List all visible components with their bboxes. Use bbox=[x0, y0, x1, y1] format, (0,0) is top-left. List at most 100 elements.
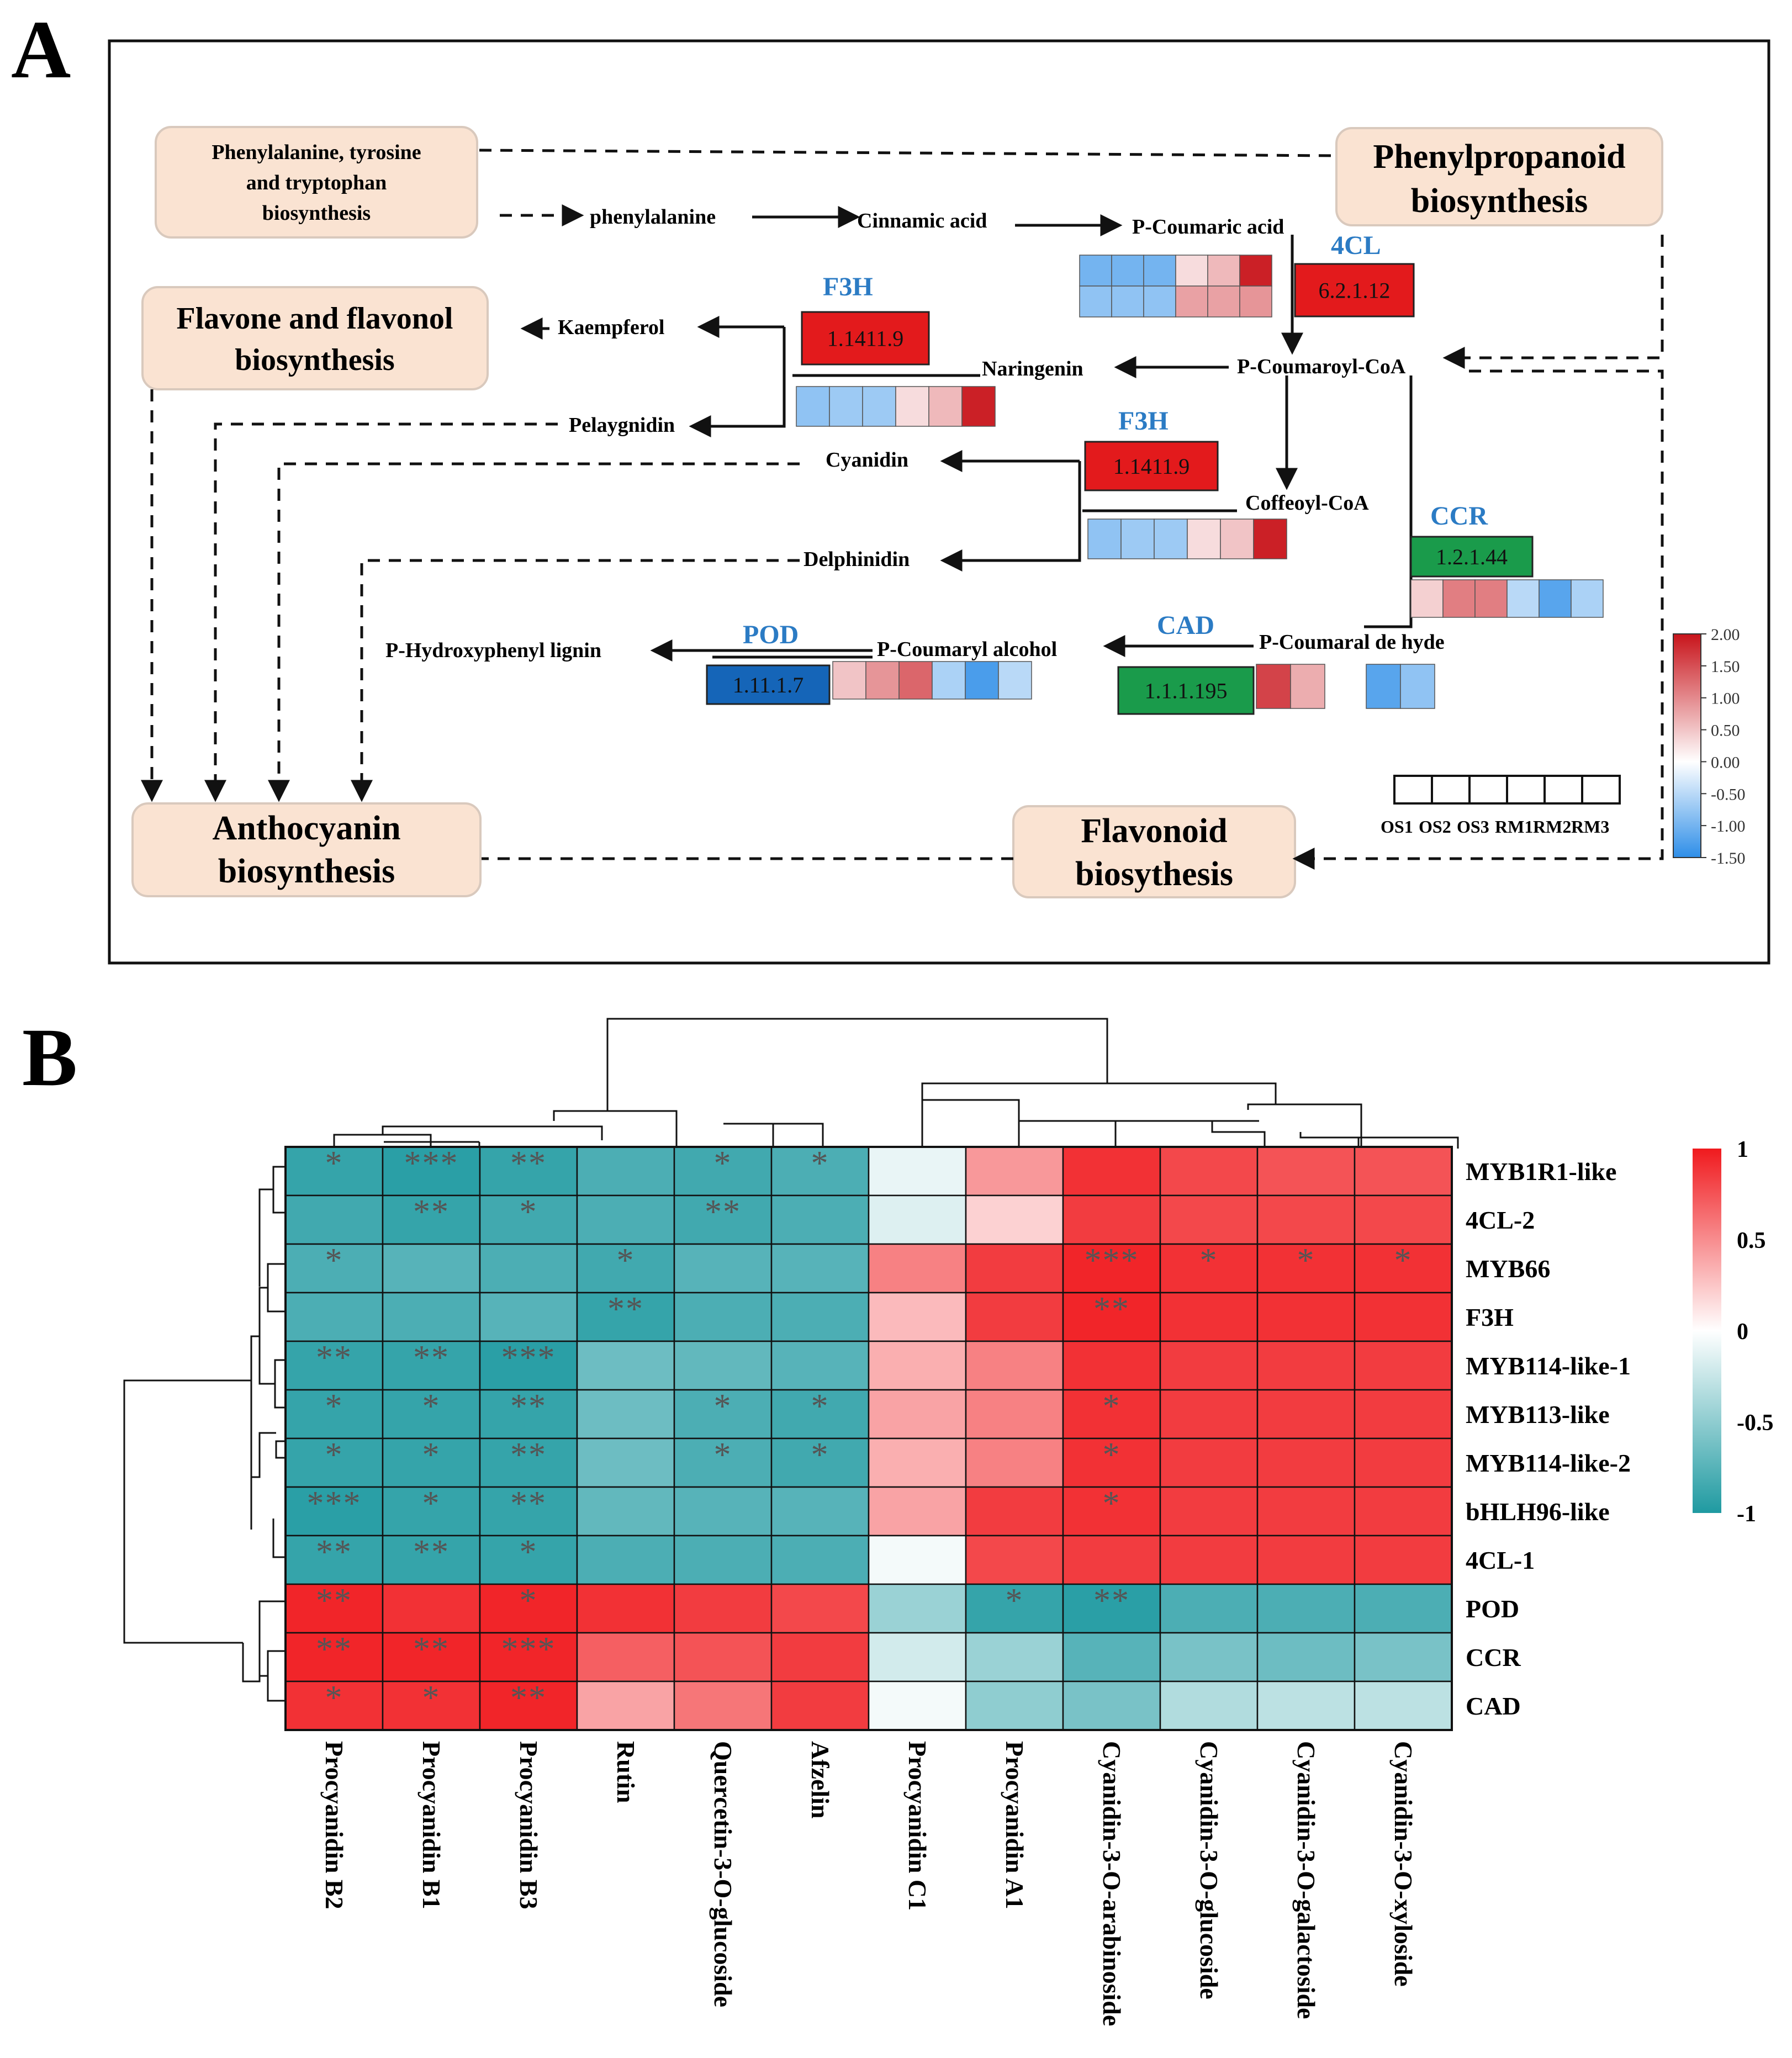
enzyme-name: F3H bbox=[1118, 406, 1169, 436]
expression-cell bbox=[1253, 519, 1287, 559]
heatmap-cell bbox=[1159, 1680, 1259, 1731]
expression-cell bbox=[1366, 664, 1401, 709]
sample-label: RM3 bbox=[1571, 817, 1609, 837]
heatmap-cell bbox=[576, 1535, 675, 1585]
box-flavone-flavonol: Flavone and flavonol biosynthesis bbox=[141, 286, 489, 390]
sample-box bbox=[1543, 775, 1583, 805]
significance-mark: ** bbox=[413, 1631, 450, 1668]
heatmap-cell bbox=[576, 1486, 675, 1537]
heatmap-cell bbox=[673, 1632, 773, 1683]
heatmap-cell bbox=[673, 1340, 773, 1391]
expression-cell bbox=[1571, 579, 1604, 618]
heatmap-cell bbox=[382, 1340, 481, 1391]
row-label: bHLH96-like bbox=[1466, 1498, 1610, 1526]
heatmap-cell bbox=[965, 1437, 1064, 1488]
significance-mark: * bbox=[520, 1193, 538, 1231]
heatmap-cell bbox=[1159, 1389, 1259, 1440]
heatmap-cell bbox=[673, 1194, 773, 1245]
significance-mark: * bbox=[422, 1436, 441, 1474]
label-p-coumaric-acid: P-Coumaric acid bbox=[1132, 215, 1284, 239]
enzyme-name: CAD bbox=[1157, 611, 1214, 640]
expression-cell bbox=[1154, 519, 1188, 559]
expression-cell bbox=[832, 661, 866, 700]
heatmap-cell bbox=[770, 1243, 870, 1294]
heatmap-cell bbox=[1354, 1146, 1453, 1197]
heatmap-cell bbox=[479, 1292, 578, 1342]
colorbar-a-tick: -1.50 bbox=[1711, 849, 1746, 867]
panel-a: A Phenylalanine, tyrosine and tryptophan… bbox=[11, 4, 1770, 965]
column-label: Procyanidin B2 bbox=[320, 1741, 348, 1909]
sample-label: OS1 bbox=[1381, 817, 1413, 837]
heatmap-cell bbox=[1159, 1194, 1259, 1245]
significance-mark: *** bbox=[307, 1485, 362, 1522]
heatmap-cell bbox=[673, 1535, 773, 1585]
colorbar-b-tick: 0 bbox=[1737, 1319, 1748, 1345]
panel-a-colorbar: 2.00 1.50 1.00 0.50 0.00 -0.50 -1.00 -1.50 bbox=[1673, 626, 1746, 867]
heatmap-cell bbox=[965, 1340, 1064, 1391]
panel-b: B bbox=[22, 1012, 1774, 2026]
label-kaempferol: Kaempferol bbox=[558, 316, 664, 339]
box-flavone-line1: Flavone and flavonol bbox=[177, 301, 453, 336]
ec-box bbox=[1294, 263, 1415, 318]
heatmap-cell bbox=[965, 1194, 1064, 1245]
enzyme-name: 4CL bbox=[1331, 231, 1381, 260]
colorbar-a-tick: 1.50 bbox=[1711, 658, 1740, 676]
heatmap-cell bbox=[673, 1680, 773, 1731]
box-flavonoid: Flavonoid biosythesis bbox=[1012, 805, 1296, 898]
heatmap-cell bbox=[284, 1146, 384, 1197]
significance-mark: ** bbox=[510, 1485, 547, 1522]
heatmap-cell bbox=[1354, 1340, 1453, 1391]
expression-cell bbox=[1239, 285, 1272, 318]
heatmap-cell bbox=[1062, 1486, 1161, 1537]
heatmap-cell bbox=[1256, 1632, 1356, 1683]
expression-cell bbox=[1111, 285, 1144, 318]
heatmap-cell bbox=[1256, 1243, 1356, 1294]
significance-mark: *** bbox=[501, 1339, 556, 1377]
expression-cell bbox=[829, 386, 863, 427]
panel-b-colorbar: 1 0.5 0 -0.5 -1 bbox=[1693, 1137, 1774, 1527]
column-label: Afzelin bbox=[806, 1741, 834, 1819]
expression-cell bbox=[961, 386, 996, 427]
row-label: 4CL-1 bbox=[1466, 1546, 1535, 1574]
heatmap-cell bbox=[284, 1292, 384, 1342]
row-label: POD bbox=[1466, 1595, 1519, 1623]
significance-mark: * bbox=[1394, 1242, 1413, 1279]
label-naringenin: Naringenin bbox=[982, 357, 1083, 380]
heatmap-cell bbox=[770, 1535, 870, 1585]
ec-number: 1.1411.9 bbox=[1113, 454, 1190, 479]
heatmap-cell bbox=[770, 1486, 870, 1537]
sample-box bbox=[1431, 775, 1471, 805]
row-label: MYB114-like-1 bbox=[1466, 1352, 1631, 1380]
significance-mark: * bbox=[1103, 1436, 1121, 1474]
column-label: Rutin bbox=[612, 1741, 640, 1803]
expression-cell bbox=[895, 386, 929, 427]
expression-cell bbox=[898, 661, 933, 700]
box-phenylpropanoid-line1: Phenylpropanoid bbox=[1373, 138, 1625, 176]
heatmap-cell bbox=[1354, 1680, 1453, 1731]
significance-mark: * bbox=[422, 1679, 441, 1717]
significance-mark: *** bbox=[501, 1631, 556, 1668]
heatmap-cell bbox=[1354, 1389, 1453, 1440]
heatmap-cell bbox=[1354, 1243, 1453, 1294]
heatmap-cell bbox=[965, 1583, 1064, 1634]
significance-mark: ** bbox=[607, 1290, 644, 1328]
box-phenylpropanoid-line2: biosynthesis bbox=[1411, 182, 1588, 220]
expression-cell bbox=[1539, 579, 1572, 618]
colorbar-a-tick: -0.50 bbox=[1711, 785, 1746, 803]
ec-box bbox=[1117, 666, 1255, 715]
colorbar-b-tick: -0.5 bbox=[1737, 1410, 1774, 1436]
heatmap-cell bbox=[1062, 1583, 1161, 1634]
heatmap-cell bbox=[965, 1243, 1064, 1294]
heatmap-cell bbox=[770, 1292, 870, 1342]
heatmap-cell bbox=[576, 1632, 675, 1683]
expression-cell bbox=[1239, 255, 1272, 287]
heatmap-cell bbox=[868, 1292, 967, 1342]
expression-cell bbox=[1220, 519, 1254, 559]
expression-cell bbox=[965, 661, 999, 700]
heatmap-border bbox=[284, 1146, 1453, 1731]
significance-mark: * bbox=[325, 1679, 343, 1717]
box-flavonoid-line2: biosythesis bbox=[1075, 855, 1233, 893]
significance-mark: *** bbox=[404, 1145, 459, 1182]
expression-cell bbox=[1175, 255, 1208, 287]
